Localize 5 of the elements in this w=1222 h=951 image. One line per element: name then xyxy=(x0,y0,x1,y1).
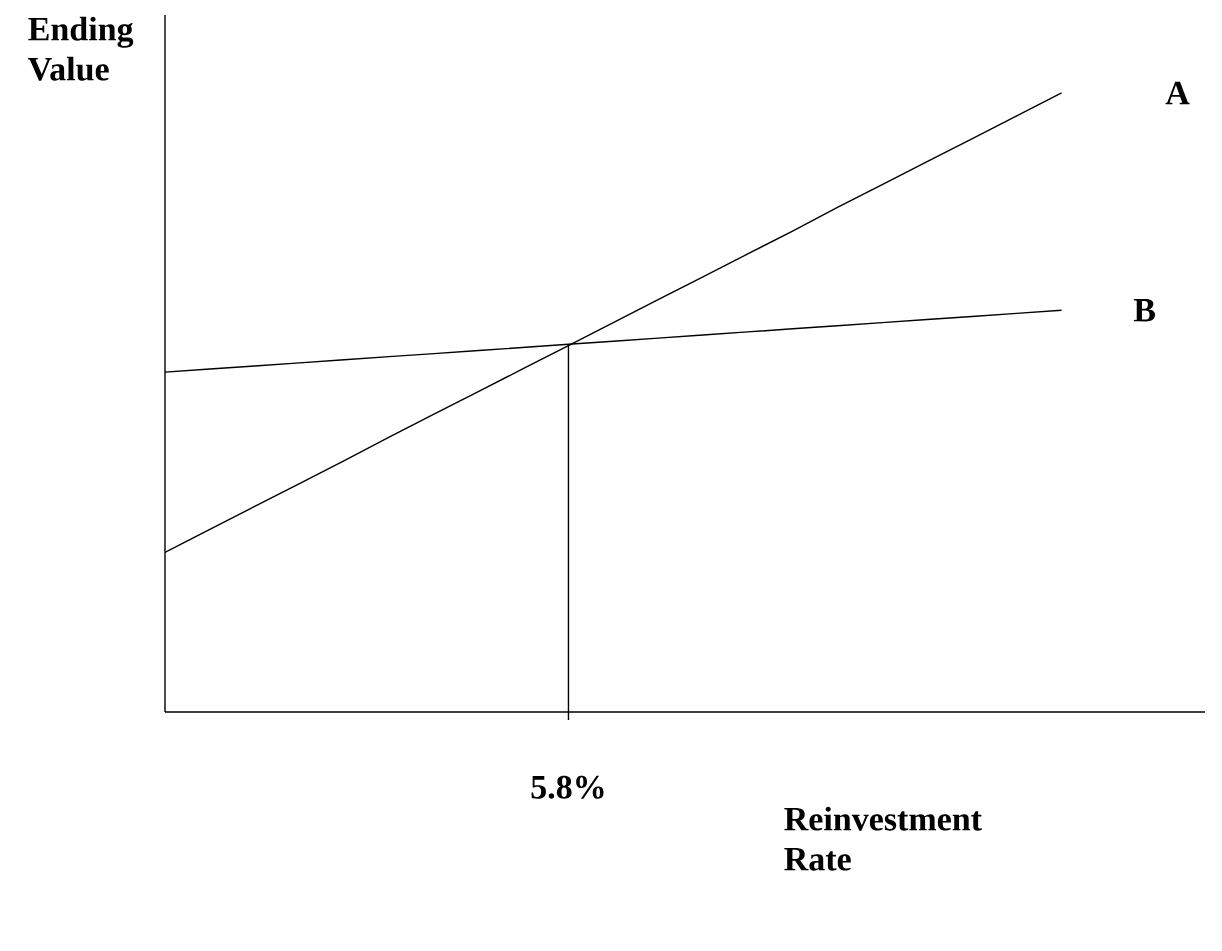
x-axis-title: Reinvestment Rate xyxy=(784,806,982,871)
y-axis-title: Ending Value xyxy=(28,16,134,81)
text: B xyxy=(1133,299,1156,322)
text: A xyxy=(1165,81,1190,105)
text: 5.8% xyxy=(531,775,604,799)
